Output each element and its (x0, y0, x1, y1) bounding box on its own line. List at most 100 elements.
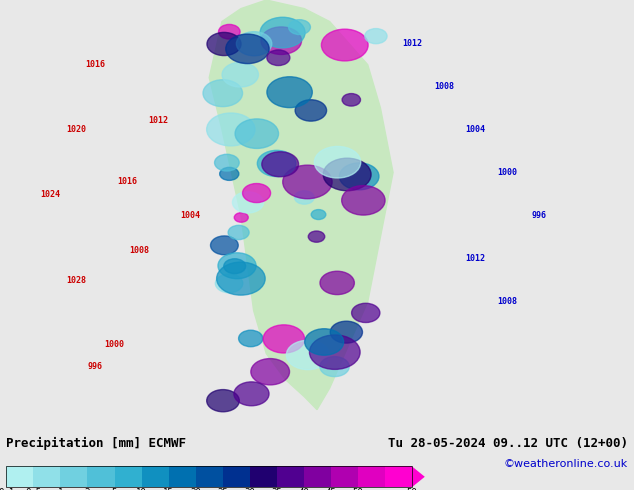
Bar (34, 466, 60, 487)
Circle shape (287, 340, 330, 369)
Circle shape (207, 113, 255, 146)
Circle shape (235, 119, 278, 148)
Text: 20: 20 (190, 488, 201, 490)
Circle shape (218, 253, 256, 279)
Text: 1020: 1020 (66, 125, 86, 134)
Text: 996: 996 (531, 211, 547, 220)
Circle shape (295, 100, 327, 121)
Circle shape (323, 158, 371, 191)
Text: 1000: 1000 (104, 341, 124, 349)
Bar (196, 466, 223, 487)
Circle shape (267, 77, 313, 108)
Circle shape (224, 259, 245, 273)
Circle shape (294, 191, 314, 204)
Bar (250, 466, 277, 487)
Text: 10: 10 (136, 488, 147, 490)
Bar (358, 466, 385, 487)
Circle shape (309, 335, 360, 369)
Bar (169, 466, 196, 487)
Text: 0.1: 0.1 (0, 488, 15, 490)
Circle shape (288, 20, 311, 35)
Text: 1004: 1004 (180, 211, 200, 220)
Bar (87, 466, 115, 487)
Circle shape (261, 27, 302, 54)
Circle shape (219, 168, 239, 180)
Circle shape (243, 184, 271, 202)
Text: 1000: 1000 (497, 168, 517, 177)
Text: 5: 5 (112, 488, 117, 490)
Text: 0.5: 0.5 (25, 488, 41, 490)
Circle shape (365, 28, 387, 44)
Circle shape (238, 330, 263, 347)
Circle shape (283, 165, 332, 199)
Text: 996: 996 (87, 362, 103, 371)
Circle shape (236, 32, 272, 56)
Text: 2: 2 (85, 488, 90, 490)
Circle shape (228, 225, 249, 240)
Circle shape (330, 321, 363, 343)
Circle shape (320, 271, 354, 294)
Circle shape (216, 274, 243, 293)
Text: 15: 15 (164, 488, 174, 490)
Circle shape (203, 80, 243, 107)
Bar (223, 466, 250, 487)
Circle shape (262, 152, 299, 177)
Bar (304, 466, 331, 487)
Text: 1016: 1016 (117, 176, 137, 186)
Circle shape (260, 17, 305, 48)
Bar (6, 466, 412, 487)
Circle shape (251, 359, 290, 385)
Text: 1008: 1008 (129, 245, 150, 255)
Bar (277, 466, 304, 487)
Text: 1012: 1012 (465, 254, 486, 263)
Circle shape (339, 163, 379, 190)
Circle shape (222, 62, 259, 87)
Text: 1012: 1012 (148, 116, 169, 125)
Text: 1: 1 (58, 488, 63, 490)
Bar (60, 466, 87, 487)
Circle shape (305, 329, 344, 355)
Circle shape (207, 390, 240, 412)
Circle shape (219, 24, 240, 39)
Text: 1008: 1008 (434, 82, 454, 91)
Circle shape (257, 150, 296, 176)
Bar (141, 466, 169, 487)
Circle shape (314, 147, 361, 178)
Bar (6, 466, 34, 487)
Circle shape (267, 50, 290, 66)
Circle shape (217, 262, 265, 295)
Text: 50: 50 (353, 488, 363, 490)
Text: 50: 50 (407, 488, 417, 490)
Circle shape (321, 29, 368, 61)
Text: 1016: 1016 (85, 60, 105, 69)
Text: 1004: 1004 (465, 125, 486, 134)
Circle shape (342, 94, 361, 106)
Circle shape (233, 192, 264, 213)
Text: 1024: 1024 (41, 190, 61, 198)
Text: 40: 40 (299, 488, 309, 490)
Text: 25: 25 (217, 488, 228, 490)
Circle shape (210, 236, 238, 255)
Polygon shape (412, 466, 425, 487)
Bar (385, 466, 412, 487)
Circle shape (234, 213, 249, 222)
Text: ©weatheronline.co.uk: ©weatheronline.co.uk (503, 459, 628, 468)
Circle shape (311, 210, 326, 220)
Text: 30: 30 (245, 488, 255, 490)
Text: Precipitation [mm] ECMWF: Precipitation [mm] ECMWF (6, 437, 186, 450)
Circle shape (308, 231, 325, 242)
Circle shape (226, 34, 269, 64)
Text: 35: 35 (271, 488, 282, 490)
Circle shape (320, 357, 349, 377)
Text: Tu 28-05-2024 09..12 UTC (12+00): Tu 28-05-2024 09..12 UTC (12+00) (387, 437, 628, 450)
Circle shape (214, 154, 239, 171)
Circle shape (207, 32, 241, 55)
Text: 1012: 1012 (402, 39, 422, 48)
Circle shape (342, 186, 385, 215)
Circle shape (352, 303, 380, 322)
Text: 1028: 1028 (66, 276, 86, 285)
Circle shape (234, 382, 269, 406)
Polygon shape (209, 0, 393, 410)
Bar (115, 466, 141, 487)
Circle shape (263, 325, 304, 353)
